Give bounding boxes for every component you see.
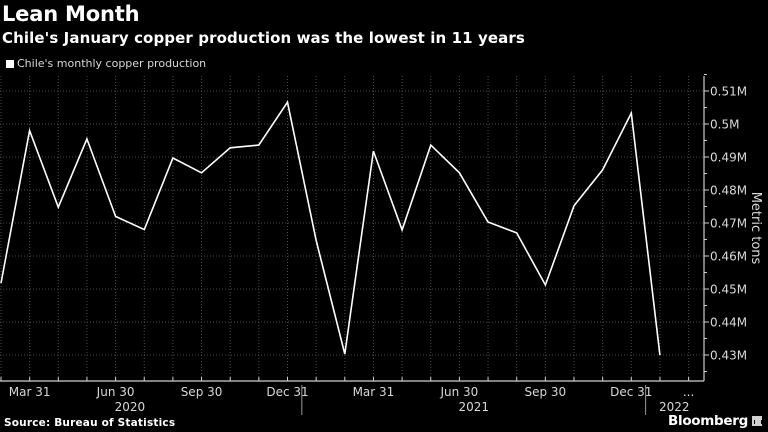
- y-tick-label: 0.47M: [710, 217, 747, 231]
- x-tick-label: Dec 31: [266, 385, 308, 399]
- chart-title: Lean Month: [2, 2, 140, 26]
- x-tick-label: Mar 31: [353, 385, 395, 399]
- x-tick-label: Mar 31: [9, 385, 51, 399]
- y-tick-label: 0.43M: [710, 349, 747, 363]
- y-axis-labels: 0.43M 0.44M 0.45M 0.46M 0.47M 0.48M 0.49M 0.5M 0…: [710, 85, 747, 363]
- y-tick-label: 0.49M: [710, 151, 747, 165]
- y-tick-label: 0.51M: [710, 85, 747, 99]
- source-note: Source: Bureau of Statistics: [4, 417, 176, 429]
- y-tick-label: 0.48M: [710, 184, 747, 198]
- legend-label: Chile's monthly copper production: [17, 57, 207, 70]
- x-tick-label: Sep 30: [524, 385, 566, 399]
- x-year-label: 2022: [659, 400, 690, 414]
- y-tick-label: 0.44M: [710, 316, 747, 330]
- y-tick-label: 0.46M: [710, 250, 747, 264]
- x-tick-label: ...: [683, 385, 694, 399]
- bloomberg-chart-icon: [752, 416, 762, 426]
- y-axis-title: Metric tons: [748, 192, 763, 265]
- brand-label: Bloomberg: [668, 413, 748, 429]
- production-line: [0, 100, 661, 356]
- x-axis-labels: Mar 31 Jun 30 Sep 30 Dec 31 Mar 31 Jun 30 Sep …: [9, 385, 695, 414]
- y-tick-label: 0.5M: [710, 118, 739, 132]
- gridlines: [0, 76, 704, 381]
- x-tick-label: Sep 30: [181, 385, 223, 399]
- x-year-label: 2020: [115, 400, 146, 414]
- x-tick-label: Jun 30: [439, 385, 478, 399]
- legend: Chile's monthly copper production: [6, 57, 206, 70]
- x-tick-label: Jun 30: [96, 385, 135, 399]
- legend-swatch: [6, 59, 14, 68]
- chart-subtitle: Chile's January copper production was th…: [2, 29, 525, 47]
- x-tick-label: Dec 31: [610, 385, 652, 399]
- axes: [0, 74, 709, 415]
- bloomberg-brand: Bloomberg: [668, 413, 762, 429]
- x-year-label: 2021: [458, 400, 489, 414]
- y-tick-label: 0.45M: [710, 283, 747, 297]
